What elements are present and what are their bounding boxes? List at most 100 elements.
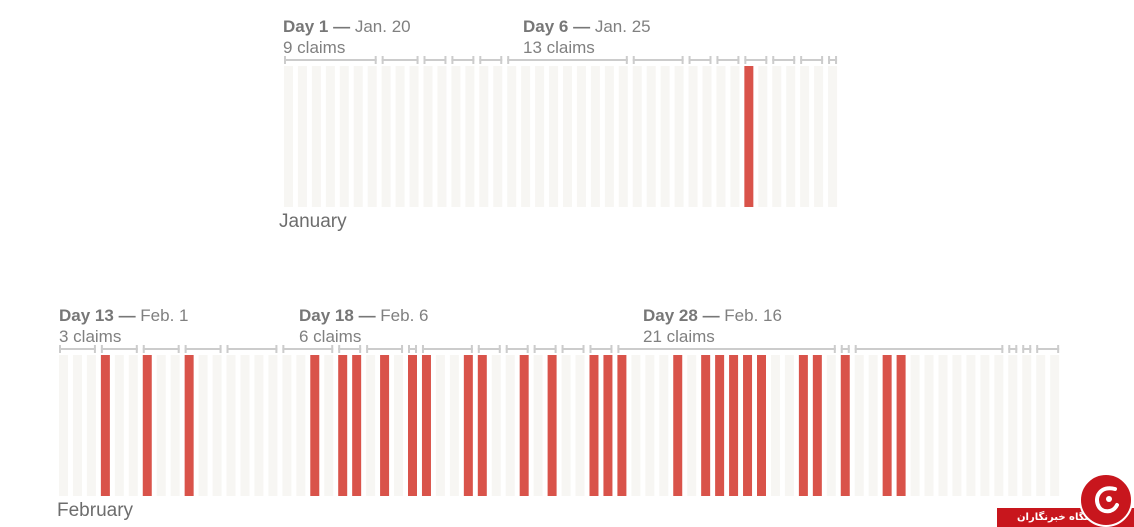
- period-bracket: [561, 345, 585, 353]
- annotation-day: Day 6: [523, 17, 569, 36]
- annotation-day: Day 28: [643, 306, 698, 325]
- annotation-date: Jan. 25: [594, 17, 651, 36]
- period-bracket: [1022, 345, 1032, 353]
- annotation-claims: 9 claims: [283, 38, 346, 57]
- empty-slot: [854, 355, 864, 496]
- empty-slot: [86, 355, 96, 496]
- claim-bar: [882, 355, 892, 496]
- claim-bar: [715, 355, 725, 496]
- claim-bar: [743, 355, 753, 496]
- period-bracket: [507, 56, 628, 64]
- claim-bar: [701, 355, 711, 496]
- annotation-claims: 21 claims: [643, 327, 715, 346]
- claim-bar: [184, 355, 194, 496]
- empty-slot: [549, 66, 559, 207]
- empty-slot: [730, 66, 740, 207]
- period-bracket: [1008, 345, 1018, 353]
- empty-slot: [437, 66, 447, 207]
- period-bracket: [282, 345, 334, 353]
- empty-slot: [868, 355, 878, 496]
- claim-bar: [744, 66, 754, 207]
- watermark-badge: باشگاه خبرنگاران: [997, 469, 1134, 527]
- claim-bar: [617, 355, 627, 496]
- annotation-date: Jan. 20: [354, 17, 411, 36]
- empty-slot: [156, 355, 166, 496]
- empty-slot: [435, 355, 445, 496]
- period-bracket: [226, 345, 278, 353]
- empty-slot: [800, 66, 810, 207]
- empty-slot: [311, 66, 321, 207]
- empty-slot: [268, 355, 278, 496]
- empty-slot: [59, 355, 68, 496]
- period-bracket: [854, 345, 1004, 353]
- period-bracket: [533, 345, 557, 353]
- empty-slot: [170, 355, 180, 496]
- annotation-dash: —: [702, 306, 720, 325]
- claim-bar: [673, 355, 683, 496]
- period-bracket: [338, 345, 362, 353]
- empty-slot: [786, 66, 796, 207]
- empty-slot: [590, 66, 600, 207]
- period-bracket: [828, 56, 838, 64]
- period-bracket: [800, 56, 824, 64]
- empty-slot: [533, 355, 543, 496]
- annotation-date: Feb. 6: [380, 306, 429, 325]
- empty-slot: [1050, 355, 1060, 496]
- empty-slot: [353, 66, 363, 207]
- empty-slot: [814, 66, 824, 207]
- empty-slot: [479, 66, 489, 207]
- claim-bar: [421, 355, 431, 496]
- annotation-claims: 6 claims: [299, 327, 362, 346]
- period-bracket: [142, 345, 180, 353]
- claim-bar: [603, 355, 613, 496]
- period-bracket: [366, 345, 404, 353]
- empty-slot: [491, 355, 501, 496]
- empty-slot: [758, 66, 768, 207]
- month-label-february: February: [57, 500, 134, 521]
- claim-bar: [840, 355, 850, 496]
- claim-bar: [896, 355, 906, 496]
- period-bracket: [479, 56, 503, 64]
- empty-slot: [324, 355, 334, 496]
- period-bracket: [408, 345, 417, 353]
- empty-slot: [618, 66, 628, 207]
- period-bracket: [716, 56, 740, 64]
- annotation-feb-day18: Day 18 — Feb. 6 6 claims: [299, 305, 429, 347]
- claim-bar: [380, 355, 390, 496]
- period-bracket: [381, 56, 419, 64]
- empty-slot: [394, 355, 404, 496]
- claim-bar: [798, 355, 808, 496]
- annotation-claims: 13 claims: [523, 38, 595, 57]
- empty-slot: [687, 355, 697, 496]
- empty-slot: [938, 355, 948, 496]
- claim-bar: [812, 355, 822, 496]
- period-bracket: [772, 56, 796, 64]
- period-bracket: [1036, 345, 1060, 353]
- empty-slot: [284, 66, 293, 207]
- annotation-feb-day28: Day 28 — Feb. 16 21 claims: [643, 305, 782, 347]
- empty-slot: [576, 66, 586, 207]
- empty-slot: [563, 66, 572, 207]
- empty-slot: [561, 355, 571, 496]
- empty-slot: [325, 66, 335, 207]
- annotation-jan-day6: Day 6 — Jan. 25 13 claims: [523, 16, 651, 58]
- empty-slot: [980, 355, 990, 496]
- claim-bar: [757, 355, 766, 496]
- empty-slot: [924, 355, 934, 496]
- empty-slot: [1008, 355, 1018, 496]
- empty-slot: [465, 66, 475, 207]
- annotation-dash: —: [118, 306, 136, 325]
- empty-slot: [254, 355, 264, 496]
- period-bracket: [59, 345, 96, 353]
- claim-bar: [477, 355, 487, 496]
- empty-slot: [575, 355, 585, 496]
- empty-slot: [409, 66, 419, 207]
- empty-slot: [198, 355, 208, 496]
- annotation-date: Feb. 16: [724, 306, 782, 325]
- empty-slot: [449, 355, 459, 496]
- empty-slot: [72, 355, 82, 496]
- empty-slot: [1022, 355, 1032, 496]
- empty-slot: [212, 355, 222, 496]
- empty-slot: [784, 355, 794, 496]
- claim-bar: [729, 355, 739, 496]
